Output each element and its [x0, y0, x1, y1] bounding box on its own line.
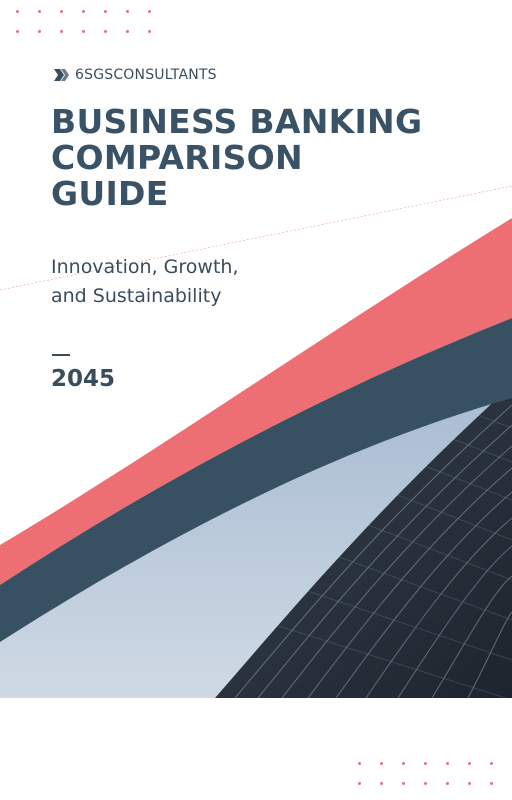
diagonal-guide-line — [0, 185, 512, 291]
title-line: BUSINESS BANKING — [51, 102, 423, 141]
title-line: COMPARISON — [51, 138, 303, 177]
brand-header: 6SGSCONSULTANTS — [52, 66, 217, 84]
subtitle-line: Innovation, Growth, — [51, 256, 239, 278]
cover-year: 2045 — [51, 366, 116, 392]
double-chevron-logo-icon — [52, 66, 70, 84]
top-dot-pattern — [16, 10, 156, 40]
navy-band — [0, 318, 512, 642]
title-line: GUIDE — [51, 174, 169, 213]
cover-subtitle: Innovation, Growth, and Sustainability — [51, 253, 239, 311]
divider-dash — [52, 354, 70, 356]
building-photo — [215, 385, 512, 698]
brand-name: 6SGSCONSULTANTS — [75, 67, 217, 83]
coral-band — [0, 218, 512, 585]
subtitle-line: and Sustainability — [51, 285, 222, 307]
cover-title: BUSINESS BANKING COMPARISON GUIDE — [51, 104, 422, 212]
bottom-dot-pattern — [358, 762, 498, 792]
